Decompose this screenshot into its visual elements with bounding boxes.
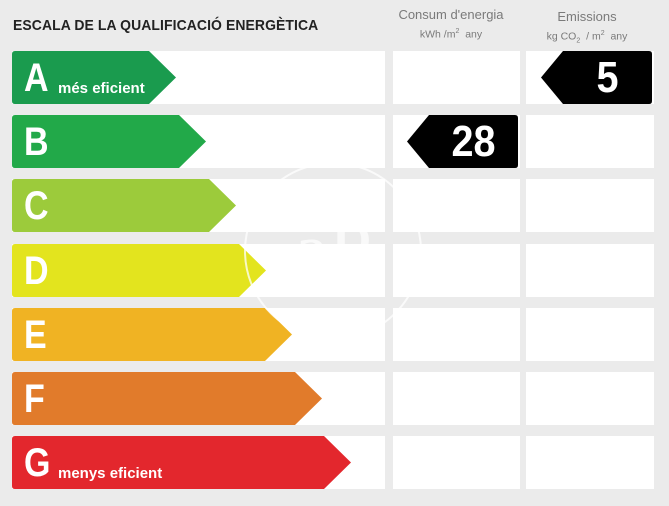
rating-row-f: F (12, 372, 654, 425)
emissions-cell (526, 179, 654, 232)
rating-letter: B (24, 120, 49, 164)
consumption-marker-value: 28 (451, 117, 496, 166)
rating-arrow-d: D (12, 244, 266, 297)
consumption-cell (393, 308, 520, 361)
emissions-cell (526, 115, 654, 168)
emissions-marker: 5 (541, 51, 652, 104)
consumption-column-header: Consum d'energia kWh /m2 any (390, 7, 512, 41)
rating-sublabel: menys eficient (58, 465, 163, 482)
rating-row-e: E (12, 308, 654, 361)
consumption-cell (393, 51, 520, 104)
consumption-unit: kWh /m2 any (419, 28, 483, 41)
emissions-cell (526, 372, 654, 425)
rating-row-d: D (12, 244, 654, 297)
rating-arrow-e: E (12, 308, 292, 361)
rating-letter: D (24, 249, 49, 293)
emissions-column-header: Emissions kg CO2 / m2 any (527, 9, 647, 45)
rating-letter: A (24, 56, 49, 100)
consumption-cell (393, 436, 520, 489)
consumption-cell (393, 372, 520, 425)
emissions-label: Emissions (557, 9, 617, 24)
rating-arrow-f: F (12, 372, 322, 425)
rating-arrow-b: B (12, 115, 206, 168)
scale-title: ESCALA DE LA QUALIFICACIÓ ENERGÈTICA (13, 17, 319, 34)
consumption-marker: 28 (407, 115, 518, 168)
rating-letter: E (24, 313, 47, 357)
rating-letter: F (24, 377, 45, 421)
emissions-cell (526, 308, 654, 361)
rating-letter: C (24, 184, 49, 228)
rating-row-c: C (12, 179, 654, 232)
rating-sublabel: més eficient (58, 80, 145, 97)
rating-row-b: B 28 (12, 115, 654, 168)
consumption-label: Consum d'energia (398, 7, 504, 22)
rating-arrow-c: C (12, 179, 236, 232)
consumption-cell (393, 244, 520, 297)
rating-letter: G (24, 441, 51, 485)
emissions-cell (526, 244, 654, 297)
emissions-marker-value: 5 (596, 53, 619, 102)
emissions-cell (526, 436, 654, 489)
consumption-cell (393, 179, 520, 232)
emissions-unit: kg CO2 / m2 any (546, 30, 628, 45)
